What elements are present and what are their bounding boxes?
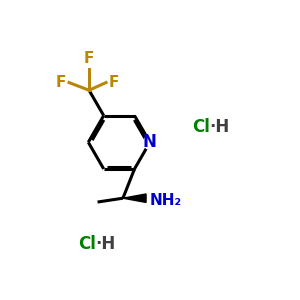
- Text: NH₂: NH₂: [150, 193, 182, 208]
- Text: F: F: [109, 75, 119, 90]
- Text: Cl: Cl: [78, 235, 96, 253]
- Text: F: F: [56, 75, 66, 90]
- Polygon shape: [123, 194, 146, 202]
- Text: N: N: [143, 133, 157, 151]
- Text: F: F: [84, 51, 94, 66]
- Text: ·H: ·H: [95, 235, 116, 253]
- Text: Cl: Cl: [192, 118, 210, 136]
- Text: ·H: ·H: [209, 118, 230, 136]
